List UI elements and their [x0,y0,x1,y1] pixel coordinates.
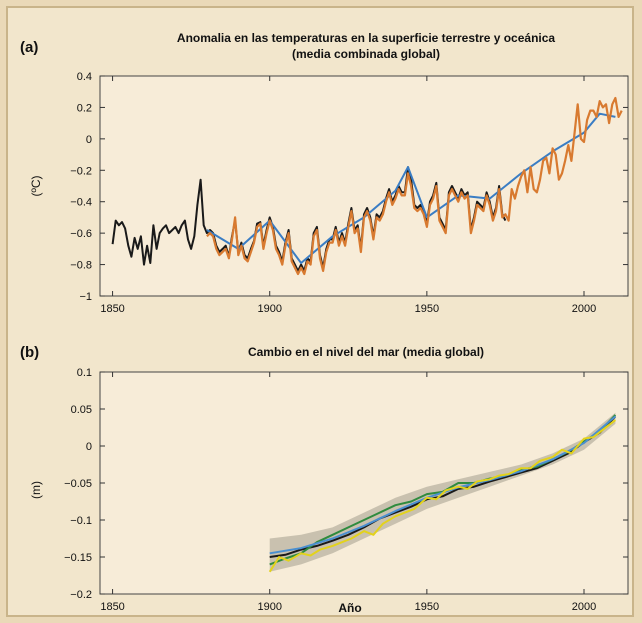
y-tick-label-a: −0.8 [70,260,92,272]
panel-b-title: Cambio en el nivel del mar (media global… [248,345,484,359]
x-tick-label-b: 1850 [100,601,124,613]
panel-a-label: (a) [20,39,38,56]
y-tick-label-b: 0.05 [71,404,92,416]
panel-b-ylabel: (m) [29,481,43,499]
panel-b-xlabel: Año [338,601,361,615]
x-tick-label-a: 1850 [100,303,124,315]
y-tick-label-b: −0.15 [64,552,92,564]
panel-a-title: Anomalia en las temperaturas en la super… [177,31,555,45]
y-tick-label-b: 0.1 [77,367,92,379]
plot-area-a [99,75,629,297]
y-tick-label-a: −1 [79,291,92,303]
series-line-b-0 [269,415,617,558]
panel-b-label: (b) [20,344,39,361]
x-tick-label-a: 1950 [415,303,439,315]
y-tick-label-b: −0.05 [64,478,92,490]
y-tick-label-a: −0.2 [70,165,92,177]
series-line-a-2 [206,96,623,276]
x-tick-label-a: 1900 [257,303,281,315]
y-tick-label-b: −0.2 [70,589,92,601]
y-tick-label-a: 0 [86,134,92,146]
series-line-b-3 [268,419,617,573]
y-tick-label-b: 0 [86,441,92,453]
x-tick-label-b: 1900 [257,601,281,613]
y-tick-label-a: −0.6 [70,228,92,240]
y-tick-label-a: −0.4 [70,197,92,209]
y-tick-label-b: −0.1 [70,515,92,527]
plot-area-b [99,371,629,595]
panel-a-ylabel: (ºC) [29,175,43,196]
y-tick-label-a: 0.2 [77,102,92,114]
panel-a-subtitle: (media combinada global) [292,47,440,61]
x-tick-label-b: 1950 [415,601,439,613]
y-tick-label-a: 0.4 [77,71,92,83]
x-tick-label-b: 2000 [572,601,596,613]
x-tick-label-a: 2000 [572,303,596,315]
